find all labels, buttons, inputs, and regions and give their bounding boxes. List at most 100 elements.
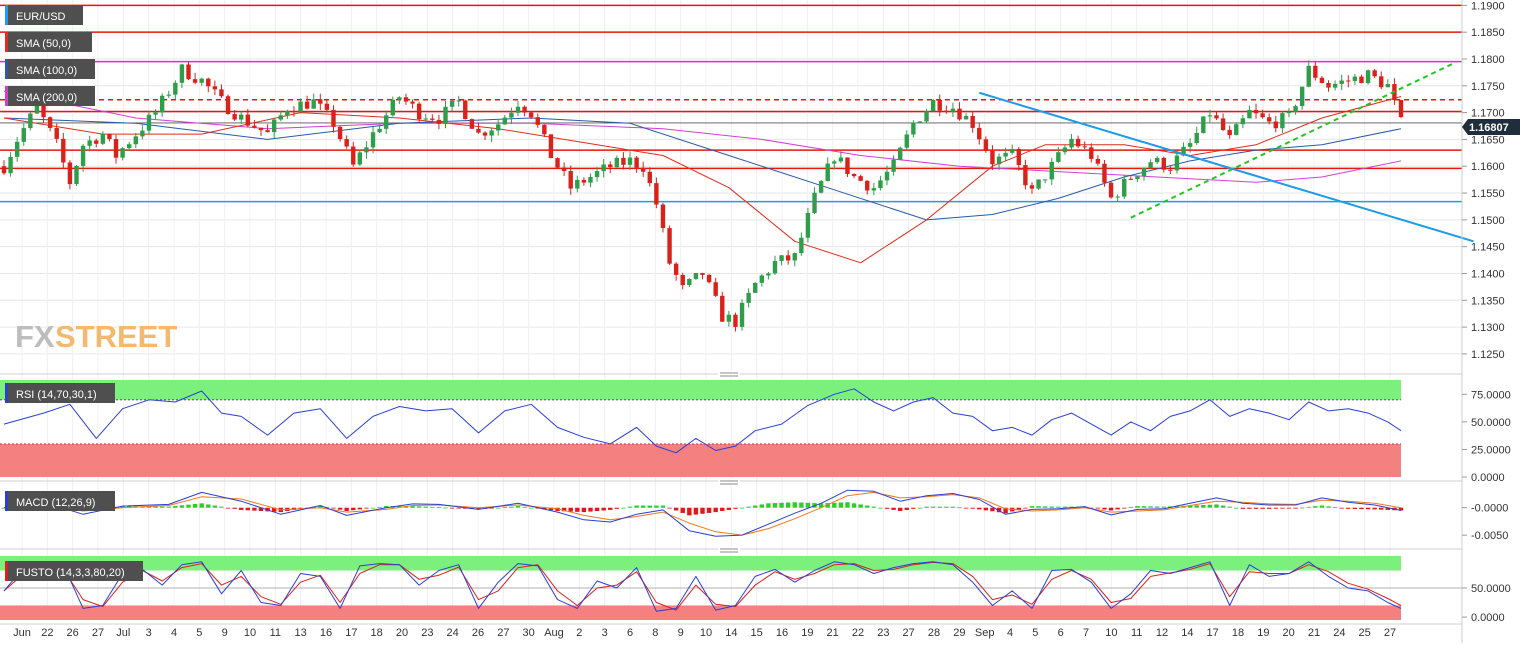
candle-body <box>74 165 79 185</box>
candle-body <box>430 118 435 120</box>
divider-handle-1[interactable] <box>718 371 740 378</box>
candle-body <box>581 179 587 183</box>
price-tick-label: 1.1450 <box>1471 242 1505 254</box>
macd-histogram-bar <box>930 506 936 508</box>
macd-histogram-bar <box>1148 506 1153 508</box>
legend-sma100[interactable]: SMA (100,0) <box>5 59 95 79</box>
macd-histogram-bar <box>1319 505 1325 508</box>
price-tick-label: 1.1650 <box>1471 134 1505 146</box>
time-tick-label: 22 <box>41 627 53 639</box>
macd-histogram-bar <box>568 507 573 512</box>
candle-body <box>522 106 527 113</box>
candle-body <box>1003 152 1008 157</box>
candle-body <box>1108 182 1114 198</box>
legend-macd[interactable]: MACD (12,26,9) <box>5 491 115 511</box>
candle-body <box>1234 124 1239 136</box>
candle-body <box>897 147 903 160</box>
macd-histogram-bar <box>1056 506 1061 508</box>
candle-body <box>1352 76 1358 81</box>
macd-histogram-bar <box>186 504 191 508</box>
sma200-line <box>3 90 1402 183</box>
macd-histogram-bar <box>271 507 277 512</box>
macd-histogram-bar <box>377 506 382 508</box>
candle-body <box>324 103 330 110</box>
macd-histogram-bar <box>318 505 323 508</box>
candle-body <box>403 97 409 102</box>
macd-histogram-bar <box>937 506 942 508</box>
candle-body <box>206 78 211 87</box>
candle-body <box>594 171 600 178</box>
candle-body <box>304 101 310 109</box>
candle-body <box>337 126 343 140</box>
legend-fusto[interactable]: FUSTO (14,3,3,80,20) <box>5 561 143 581</box>
macd-histogram-bar <box>1016 507 1022 510</box>
indicator-tick-label: -0.0000 <box>1471 503 1508 515</box>
candle-body <box>291 111 297 113</box>
panel-dividers <box>718 371 740 554</box>
price-tick-label: 1.1500 <box>1471 215 1505 227</box>
candle-body <box>634 157 639 168</box>
divider-handle-2[interactable] <box>718 479 740 486</box>
macd-histogram-bar <box>673 507 679 511</box>
macd-histogram-bar <box>990 507 995 512</box>
candle-body <box>983 139 989 151</box>
candle-body <box>970 115 975 128</box>
macd-histogram-bar <box>897 507 903 512</box>
macd-histogram-bar <box>878 507 883 509</box>
time-tick-label: 27 <box>903 627 915 639</box>
candle-body <box>706 274 712 283</box>
macd-histogram-bar <box>983 507 989 511</box>
time-tick-label: 3 <box>602 627 608 639</box>
macd-histogram-bar <box>344 507 349 512</box>
macd-histogram-bar <box>370 507 376 509</box>
candle-body <box>47 117 53 128</box>
candle-body <box>364 147 369 153</box>
legend-sma50[interactable]: SMA (50,0) <box>5 32 92 52</box>
candle-body <box>390 99 395 116</box>
price-tick-label: 1.1700 <box>1471 108 1505 120</box>
rsi-overbought-band <box>0 380 1401 400</box>
candle-body <box>1201 116 1206 133</box>
candle-body <box>28 113 33 129</box>
candle-body <box>311 99 316 109</box>
candle-body <box>8 156 13 174</box>
candle-body <box>87 140 92 146</box>
candle-body <box>535 117 540 125</box>
candle-body <box>944 110 949 112</box>
current-price-tag: 1.16807 <box>1462 119 1520 135</box>
macd-histogram-bar <box>364 507 369 509</box>
macd-histogram-bar <box>575 507 580 512</box>
time-tick-label: 17 <box>345 627 357 639</box>
macd-histogram-bar <box>917 507 923 509</box>
candle-body <box>647 171 652 184</box>
macd-histogram-bar <box>528 507 534 509</box>
macd-histogram-bar <box>449 507 455 509</box>
macd-histogram-bar <box>746 506 751 508</box>
macd-histogram-bar <box>911 507 916 509</box>
price-tick-label: 1.1800 <box>1471 54 1505 66</box>
candle-body <box>80 145 86 166</box>
candle-body <box>1174 155 1180 171</box>
macd-histogram-bar <box>904 507 909 510</box>
time-tick-label: 13 <box>295 627 307 639</box>
divider-handle-3[interactable] <box>718 547 740 554</box>
candle-body <box>278 115 283 120</box>
time-tick-label: 16 <box>776 627 788 639</box>
candle-body <box>812 192 817 213</box>
candle-body <box>1359 76 1364 84</box>
time-tick-label: 23 <box>877 627 889 639</box>
legend-symbol[interactable]: EUR/USD <box>5 5 83 25</box>
legend-sma200[interactable]: SMA (200,0) <box>5 86 95 106</box>
macd-histogram-bar <box>1049 506 1054 508</box>
macd-histogram-bar <box>1267 507 1272 509</box>
candle-body <box>219 89 224 97</box>
legend-rsi[interactable]: RSI (14,70,30,1) <box>5 383 115 403</box>
candle-body <box>1135 176 1140 180</box>
time-tick-label: 27 <box>497 627 509 639</box>
macd-histogram-bar <box>614 507 620 509</box>
candle-body <box>1220 118 1226 131</box>
fusto-overbought-band <box>0 556 1401 571</box>
candle-body <box>113 139 119 158</box>
macd-histogram-bar <box>680 507 685 513</box>
